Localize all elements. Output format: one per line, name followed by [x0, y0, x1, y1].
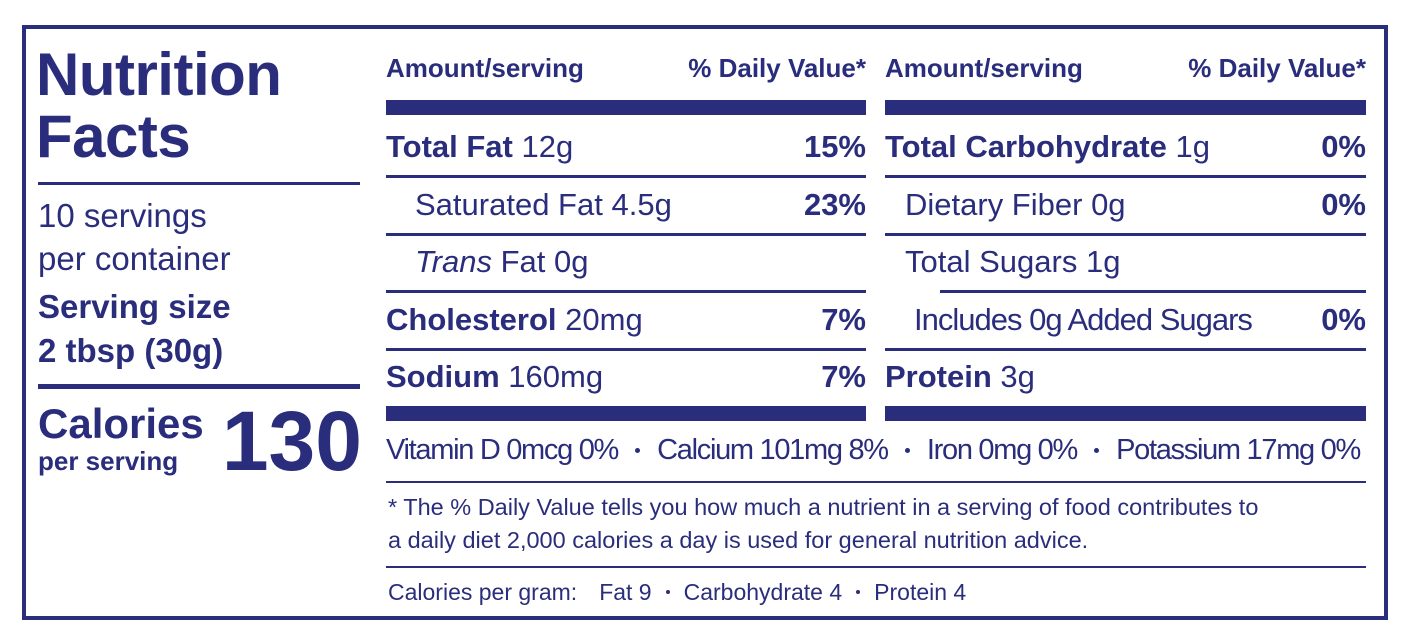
nutrient-row: Dietary Fiber 0g — [905, 187, 1126, 223]
nutrient-row: Trans Fat 0g — [415, 244, 588, 280]
vitamin: Vitamin D 0mcg 0% — [386, 434, 619, 466]
row-rule — [386, 232, 866, 236]
nutrient-amount: 1g — [1085, 244, 1121, 279]
separator-dot — [665, 590, 670, 594]
calories-value: 130 — [221, 394, 362, 488]
calories-per-gram-label: Calories per gram: — [388, 579, 578, 605]
calories-per-gram-item: Fat 9 — [599, 579, 652, 605]
nutrient-amount: 3g — [1000, 359, 1035, 394]
calories-per-gram: Calories per gram: Fat 9 Carbohydrate 4 Pro… — [388, 578, 966, 606]
nutrient-amount: 160mg — [508, 359, 604, 394]
separator-dot — [904, 447, 910, 453]
row-rule — [386, 175, 866, 178]
nutrient-amount: 0g — [554, 244, 589, 279]
row-rule — [940, 290, 1366, 293]
vitamin: Calcium 101mg 8% — [657, 434, 889, 466]
row-rule — [386, 347, 866, 351]
nutrient-row: Protein 3g — [885, 359, 1035, 395]
row-rule — [386, 290, 866, 293]
thick-bar — [885, 100, 1366, 115]
daily-value: 0% — [1321, 186, 1366, 222]
daily-value: 7% — [821, 359, 866, 394]
vitamins: Vitamin D 0mcg 0% Calcium 101mg 8% Iron 0m… — [386, 433, 1361, 467]
outer-border — [22, 25, 1388, 620]
nutrient-row: Total Carbohydrate 1g — [885, 129, 1210, 165]
row-rule — [885, 175, 1366, 178]
header-amount: Amount/serving — [885, 53, 1083, 83]
nutrient-name: Dietary Fiber — [905, 186, 1083, 222]
thick-rule — [38, 384, 360, 389]
nutrient-name: Includes 0g Added Sugars — [914, 301, 1253, 337]
nutrient-amount: 12g — [521, 129, 574, 164]
nutrient-row: Total Sugars 1g — [905, 244, 1120, 280]
header-daily-value: % Daily Value* — [688, 53, 866, 83]
nutrient-name: Sodium — [386, 359, 500, 394]
calories-per-gram-item: Carbohydrate 4 — [683, 579, 843, 605]
rule — [38, 182, 360, 185]
calories-sublabel: per serving — [38, 446, 179, 476]
footnote-line: * The % Daily Value tells you how much a… — [388, 494, 1259, 520]
header-daily-value: % Daily Value* — [1188, 53, 1366, 83]
vitamin: Iron 0mg 0% — [926, 434, 1078, 466]
daily-value: 0% — [1321, 301, 1366, 337]
nutrient-name: Total Fat — [386, 129, 513, 164]
nutrient-row: Cholesterol 20mg — [386, 302, 643, 338]
header-amount: Amount/serving — [386, 53, 584, 83]
nutrient-italic: Trans — [415, 244, 492, 279]
calories-per-gram-item: Protein 4 — [874, 579, 967, 605]
nutrient-row: Saturated Fat 4.5g — [415, 187, 672, 223]
vitamin: Potassium 17mg 0% — [1116, 434, 1361, 466]
footnote-line: a daily diet 2,000 calories a day is use… — [388, 527, 1089, 553]
servings: 10 servings — [38, 197, 207, 234]
nutrient-row: Total Fat 12g — [386, 129, 573, 165]
separator-dot — [856, 590, 861, 594]
nutrient-row: Includes 0g Added Sugars — [914, 301, 1253, 338]
title: Nutrition Facts — [36, 41, 282, 170]
serving-size-value: 2 tbsp (30g) — [38, 332, 224, 369]
rule — [386, 566, 1366, 568]
row-rule — [885, 347, 1366, 351]
nutrient-name: Saturated Fat — [415, 186, 603, 222]
nutrient-row: Sodium 160mg — [386, 359, 603, 395]
nutrient-name: Protein — [885, 359, 992, 394]
rule — [386, 481, 1366, 483]
daily-value: 7% — [821, 301, 866, 337]
separator-dot — [1094, 447, 1100, 453]
daily-value: 23% — [803, 186, 866, 222]
calories-label: Calories — [38, 400, 204, 447]
thick-bar — [885, 406, 1366, 421]
nutrient-name: Total Sugars — [905, 244, 1078, 279]
thick-bar — [386, 406, 866, 421]
nutrient-amount: 0g — [1091, 186, 1126, 222]
nutrient-name: Cholesterol — [386, 301, 557, 337]
separator-dot — [635, 447, 641, 453]
daily-value: 15% — [803, 129, 866, 164]
thick-bar — [386, 100, 866, 115]
row-rule — [885, 232, 1366, 236]
nutrient-amount: 4.5g — [611, 186, 672, 222]
nutrient-name: Total Carbohydrate — [885, 129, 1167, 164]
servings-per: per container — [38, 240, 231, 277]
daily-value: 0% — [1321, 129, 1366, 164]
nutrient-name: Fat — [500, 244, 546, 279]
nutrient-amount: 20mg — [565, 301, 643, 337]
nutrient-amount: 1g — [1175, 129, 1211, 164]
serving-size-label: Serving size — [38, 288, 231, 325]
